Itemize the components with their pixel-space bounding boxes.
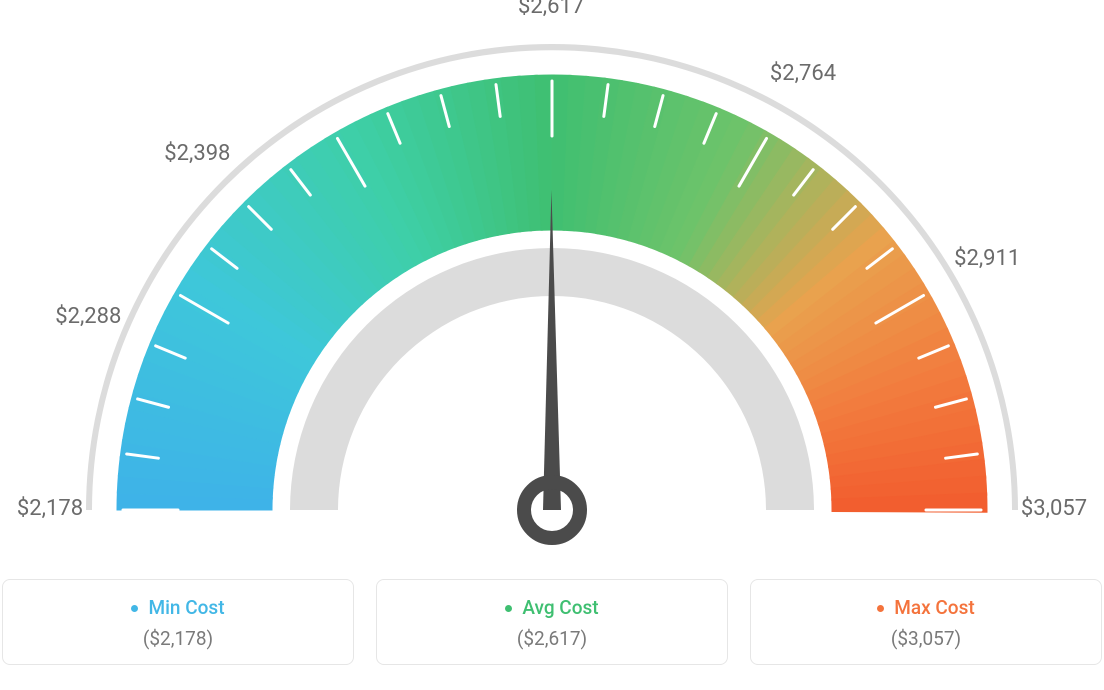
tick-label: $3,057 <box>1014 496 1094 521</box>
legend-value-avg: ($2,617) <box>397 627 707 650</box>
legend-title-text: Avg Cost <box>522 596 598 619</box>
legend-title-avg: Avg Cost <box>397 596 707 619</box>
gauge-area: $2,178 $2,288 $2,398 $2,617 $2,764 $2,911 $3,0… <box>0 0 1104 555</box>
tick-label: $2,911 <box>947 246 1027 271</box>
tick-label: $2,764 <box>763 61 843 86</box>
dot-icon <box>131 605 138 612</box>
legend-row: Min Cost ($2,178) Avg Cost ($2,617) Max … <box>0 579 1104 665</box>
legend-value-max: ($3,057) <box>771 627 1081 650</box>
dot-icon <box>877 605 884 612</box>
legend-title-max: Max Cost <box>771 596 1081 619</box>
tick-label: $2,178 <box>10 496 90 521</box>
gauge-svg <box>0 0 1104 555</box>
dot-icon <box>505 605 512 612</box>
legend-title-min: Min Cost <box>23 596 333 619</box>
tick-label: $2,288 <box>48 304 128 329</box>
legend-card-avg: Avg Cost ($2,617) <box>376 579 728 665</box>
legend-title-text: Min Cost <box>148 596 224 619</box>
legend-card-max: Max Cost ($3,057) <box>750 579 1102 665</box>
legend-title-text: Max Cost <box>894 596 974 619</box>
legend-card-min: Min Cost ($2,178) <box>2 579 354 665</box>
legend-value-min: ($2,178) <box>23 627 333 650</box>
tick-label: $2,398 <box>157 141 237 166</box>
cost-gauge-chart: $2,178 $2,288 $2,398 $2,617 $2,764 $2,911 $3,0… <box>0 0 1104 690</box>
tick-label: $2,617 <box>511 0 591 19</box>
